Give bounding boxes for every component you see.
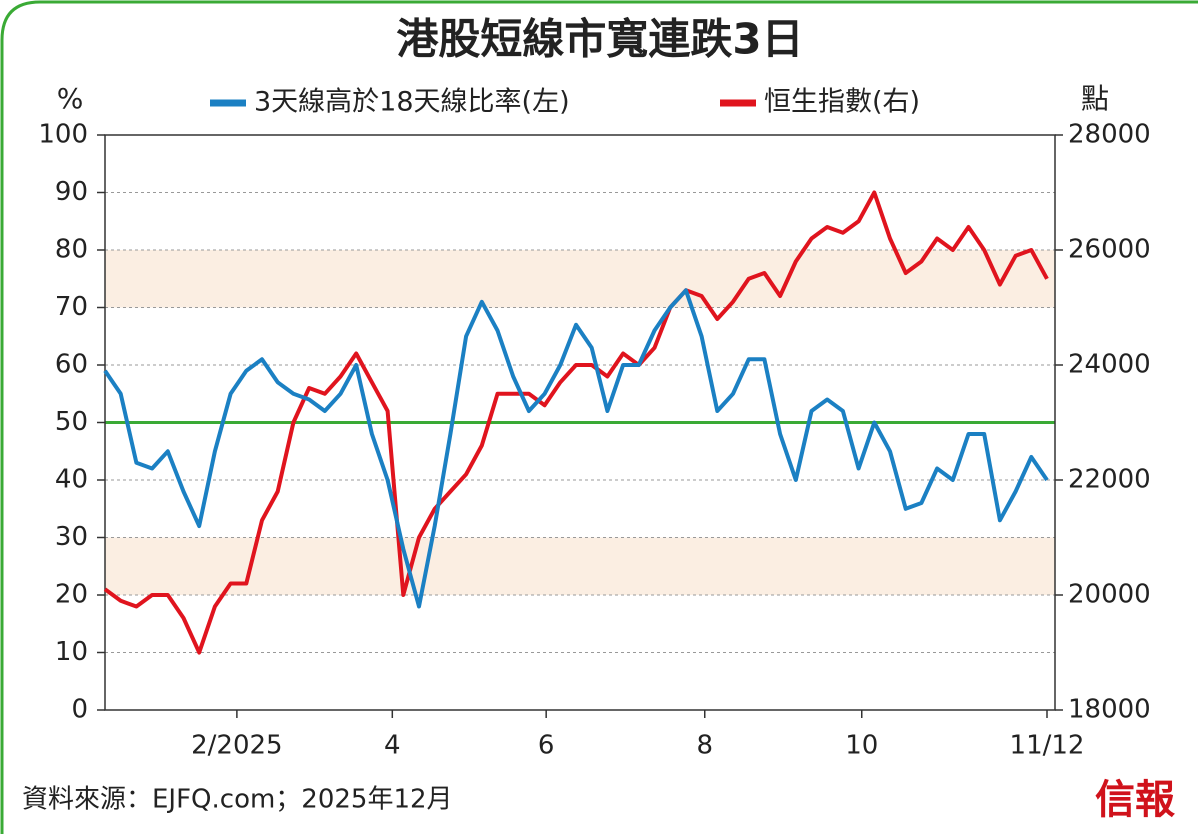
legend-label: 恒生指數(右) (764, 87, 920, 118)
y2-tick-label: 20000 (1068, 580, 1151, 610)
y2-tick-label: 22000 (1068, 465, 1151, 495)
x-tick-label: 8 (696, 731, 713, 761)
series-line (103, 288, 1049, 609)
y2-tick-label: 28000 (1068, 120, 1151, 150)
y-tick-label: 40 (55, 465, 88, 495)
x-tick-label: 6 (538, 731, 555, 761)
y-tick-label: 60 (55, 350, 88, 380)
y-tick-label: 0 (71, 695, 88, 725)
chart-title: 港股短線市寬連跌3日 (396, 15, 803, 64)
series-line (103, 190, 1049, 655)
y2-tick-label: 18000 (1068, 695, 1151, 725)
y-tick-label: 70 (55, 292, 88, 322)
y-tick-label: 10 (55, 637, 88, 667)
x-tick-label: 2/2025 (191, 731, 282, 761)
source: 資料來源：EJFQ.com；2025年12月 (22, 785, 453, 815)
y-tick-label: 30 (55, 522, 88, 552)
y2-tick-label: 26000 (1068, 235, 1151, 265)
y-tick-label: 100 (38, 120, 88, 150)
x-tick-label: 4 (384, 731, 401, 761)
band (105, 537, 1055, 595)
y-axis-label: % (57, 82, 84, 115)
y-tick-label: 90 (55, 177, 88, 207)
y-tick-label: 50 (55, 407, 88, 437)
plot-border (104, 134, 1056, 711)
x-tick-label: 11/12 (1010, 731, 1085, 761)
logo: 信報 (1095, 777, 1175, 823)
y2-tick-label: 24000 (1068, 350, 1151, 380)
x-tick-label: 10 (845, 731, 878, 761)
y-tick-label: 20 (55, 580, 88, 610)
y-tick-label: 80 (55, 235, 88, 265)
band (105, 250, 1055, 308)
y2-axis-label: 點 (1081, 82, 1109, 115)
legend-label: 3天線高於18天線比率(左) (254, 87, 570, 118)
